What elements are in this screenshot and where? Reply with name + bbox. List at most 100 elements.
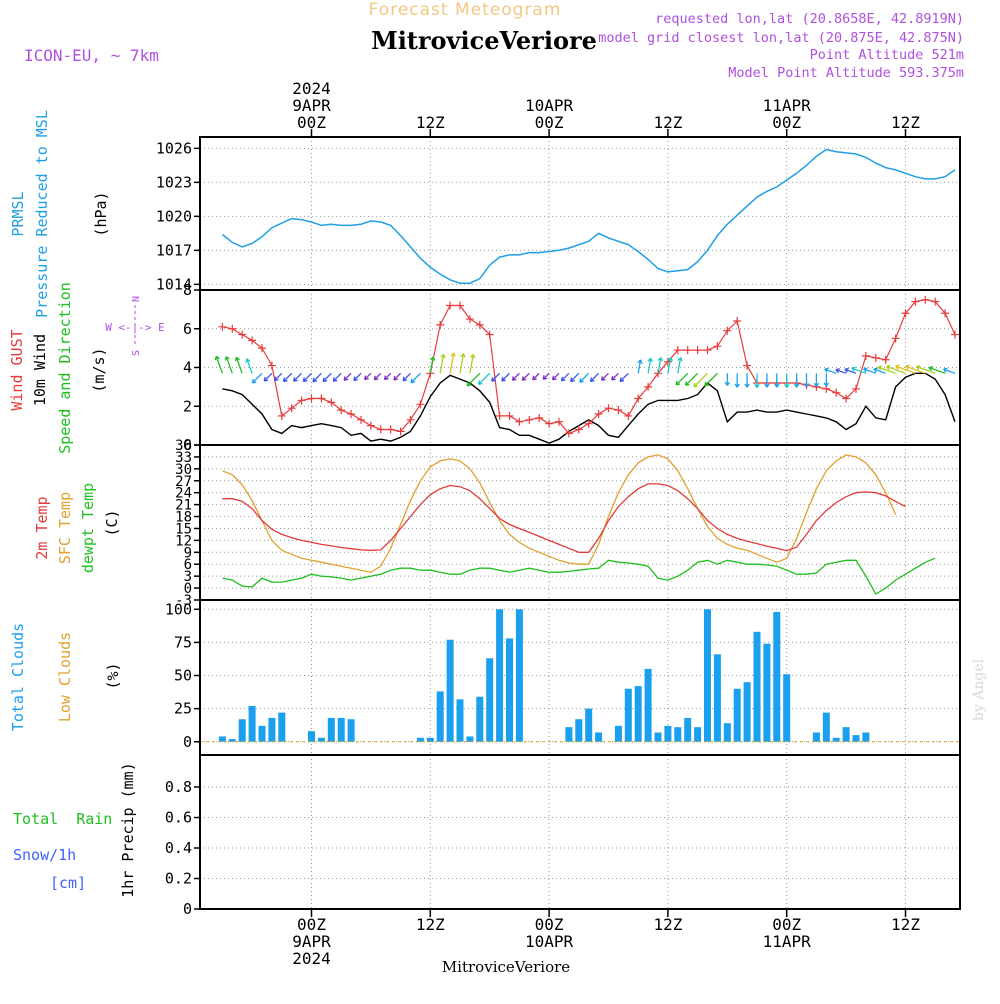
gust-label: Wind GUST xyxy=(8,329,26,410)
wind-arrow-head xyxy=(410,378,416,384)
wind-arrow xyxy=(916,365,936,374)
y-tick-label: 6 xyxy=(183,320,192,338)
wind-arrow xyxy=(469,354,474,374)
wind-arrow xyxy=(235,357,243,374)
gust-marker xyxy=(366,421,375,430)
wind-arrow xyxy=(478,372,491,385)
gust-marker xyxy=(475,320,484,329)
wind-arrow-head xyxy=(851,366,856,372)
precip-labels: Total Rain Snow/1h [cm] 1hr Precip (mm) xyxy=(13,762,137,897)
wind-arrow xyxy=(512,372,520,381)
wind-arrow xyxy=(322,372,332,382)
total-cloud-bar xyxy=(416,737,424,742)
gust-marker xyxy=(703,346,712,355)
total-cloud-bar xyxy=(466,736,474,742)
wind-arrow xyxy=(402,372,411,382)
gust-marker xyxy=(911,297,920,306)
gust-marker xyxy=(634,394,643,403)
closest-coords: model grid closest lon,lat (20.875E, 42.… xyxy=(598,30,964,46)
gust-marker xyxy=(287,404,296,413)
wind-arrow xyxy=(283,372,293,382)
gust-marker xyxy=(881,355,890,364)
gust-marker xyxy=(327,398,336,407)
wind-arrow-head xyxy=(657,357,663,362)
total-cloud-bar xyxy=(694,727,702,742)
y-tick-label: 1023 xyxy=(156,173,192,191)
gust-marker xyxy=(218,322,227,331)
wind-arrow xyxy=(439,354,445,374)
wind-arrow xyxy=(459,353,465,374)
gust-marker xyxy=(604,404,613,413)
wind-arrow-head xyxy=(477,380,483,386)
gust-marker xyxy=(515,417,524,426)
y-tick-label: 8 xyxy=(183,281,192,299)
total-cloud-bar xyxy=(773,611,781,742)
wind-arrow xyxy=(225,356,233,374)
wind-arrow-head xyxy=(619,377,625,383)
wind-arrow-head xyxy=(579,378,584,383)
rain-label: Total Rain xyxy=(13,810,112,828)
wind-arrow-head xyxy=(793,383,800,388)
compass-north: N xyxy=(131,296,142,302)
total-cloud-bar xyxy=(446,639,454,742)
wind-arrow xyxy=(590,372,600,382)
gust-marker xyxy=(386,425,395,434)
wind-arrow xyxy=(373,372,382,381)
wind-arrow-head xyxy=(877,365,883,371)
wind-arrow xyxy=(312,372,322,383)
wind-arrow xyxy=(886,365,906,374)
wind-arrow-head xyxy=(675,380,681,386)
gust-marker xyxy=(871,353,880,362)
total-cloud-bar xyxy=(436,691,444,742)
y-tick-label: 3 xyxy=(184,569,192,585)
gust-marker xyxy=(921,295,930,304)
gust-marker xyxy=(357,415,365,424)
total-cloud-bar xyxy=(476,696,484,742)
location-title: MitroviceVeriore xyxy=(371,26,597,55)
model-label: ICON-EU, ~ 7km xyxy=(24,46,159,65)
wind-arrow xyxy=(384,372,392,380)
x-tick-label-bottom: 12Z xyxy=(416,915,445,934)
wind-arrow xyxy=(552,372,560,381)
gust-marker xyxy=(337,406,346,415)
x-tick-label-top: 00Z xyxy=(535,113,564,132)
y-tick-label: 4 xyxy=(183,359,192,377)
total-cloud-bar xyxy=(456,699,464,742)
gust-marker xyxy=(465,315,474,324)
total-cloud-bar xyxy=(238,719,246,742)
y-tick-label: 0.2 xyxy=(165,870,192,888)
y-tick-label: 18 xyxy=(175,510,192,526)
gust-marker xyxy=(861,351,870,360)
total-cloud-bar xyxy=(664,725,672,742)
gust-marker xyxy=(584,419,593,428)
wind-arrow-head xyxy=(885,364,891,370)
t2m-label: 2m Temp xyxy=(33,496,51,559)
total-cloud-bar xyxy=(258,725,266,742)
total-cloud-bar xyxy=(614,725,622,742)
y-tick-label: 1014 xyxy=(156,275,192,293)
wind-arrow xyxy=(521,372,530,381)
wind-arrow xyxy=(332,372,342,382)
wind-arrow xyxy=(844,368,857,374)
model-altitude: Model Point Altitude 593.375m xyxy=(728,65,964,81)
y-tick-label: 0.8 xyxy=(165,778,192,796)
wind-arrow-head xyxy=(251,378,257,384)
wind-arrow xyxy=(657,357,662,374)
total-cloud-bar xyxy=(822,712,830,742)
gust-marker xyxy=(713,342,722,351)
gust-marker xyxy=(307,394,316,403)
wind-arrow xyxy=(824,368,837,374)
wind-arrow xyxy=(647,358,652,374)
wind-arrow-head xyxy=(312,377,318,383)
wind-arrow-head xyxy=(600,376,606,381)
gust-marker xyxy=(852,384,860,393)
wind-arrow xyxy=(667,357,672,374)
gust-marker xyxy=(456,301,464,310)
total-cloud-bar xyxy=(763,643,771,742)
wind-arrow-head xyxy=(774,383,780,388)
total-cloud-bar xyxy=(644,668,652,742)
wind-arrow xyxy=(677,357,682,374)
series-layer xyxy=(200,148,960,910)
gust-marker xyxy=(347,410,356,418)
gust-marker xyxy=(891,334,900,343)
